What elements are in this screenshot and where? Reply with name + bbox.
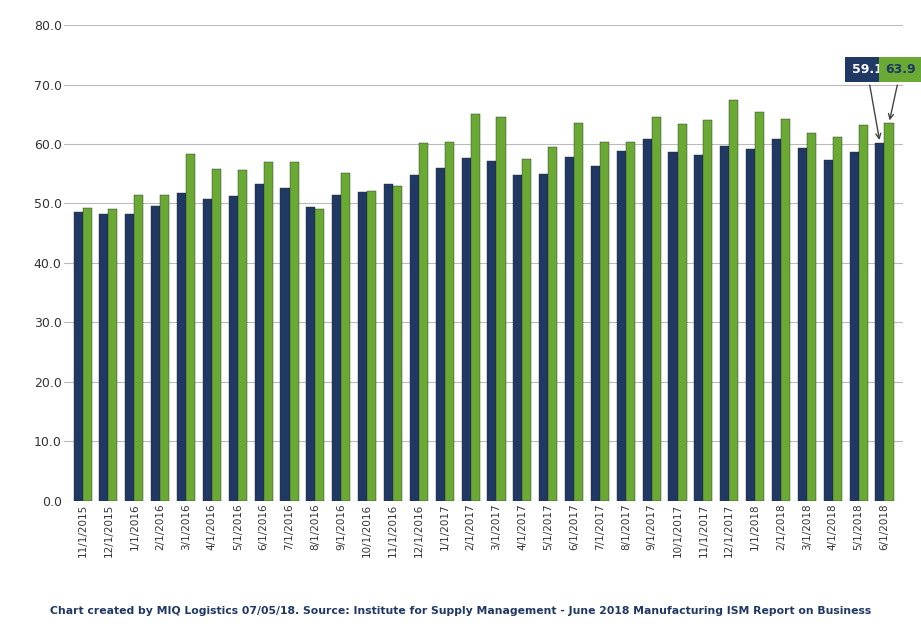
Bar <box>332 195 342 501</box>
Bar <box>109 210 118 501</box>
Text: Chart created by MIQ Logistics 07/05/18. Source: Institute for Supply Management: Chart created by MIQ Logistics 07/05/18.… <box>50 606 871 616</box>
Bar <box>643 139 652 501</box>
Bar <box>125 214 134 501</box>
Bar <box>419 143 428 501</box>
Bar <box>436 168 445 501</box>
Bar <box>263 162 273 501</box>
Bar <box>496 117 506 501</box>
Bar <box>212 169 221 501</box>
Bar <box>704 120 713 501</box>
Bar <box>254 185 263 501</box>
Bar <box>342 173 350 501</box>
Bar <box>99 214 109 501</box>
Bar <box>151 207 160 501</box>
Bar <box>367 191 376 501</box>
Bar <box>876 143 884 501</box>
Bar <box>669 151 678 501</box>
Bar <box>652 116 660 501</box>
Bar <box>807 133 816 501</box>
Bar <box>833 137 842 501</box>
Bar <box>849 151 858 501</box>
Bar <box>228 196 238 501</box>
Bar <box>393 186 402 501</box>
Bar <box>445 141 454 501</box>
Bar <box>384 185 393 501</box>
Bar <box>461 158 471 501</box>
Bar <box>746 150 755 501</box>
Bar <box>289 162 298 501</box>
Bar <box>617 151 625 501</box>
Text: 59.1: 59.1 <box>852 63 882 138</box>
Bar <box>186 154 195 501</box>
Bar <box>238 170 247 501</box>
Bar <box>160 195 169 501</box>
Bar <box>358 192 367 501</box>
Bar <box>74 212 83 501</box>
Bar <box>678 124 686 501</box>
Bar <box>858 125 868 501</box>
Bar <box>781 119 790 501</box>
Bar <box>83 208 91 501</box>
Bar <box>548 147 557 501</box>
Bar <box>720 146 729 501</box>
Bar <box>600 141 609 501</box>
Bar <box>203 198 212 501</box>
Text: 63.9: 63.9 <box>885 63 916 119</box>
Bar <box>513 175 522 501</box>
Bar <box>487 161 496 501</box>
Bar <box>694 155 704 501</box>
Bar <box>177 193 186 501</box>
Bar <box>591 166 600 501</box>
Bar <box>625 142 635 501</box>
Bar <box>134 195 144 501</box>
Bar <box>281 188 289 501</box>
Bar <box>884 123 893 501</box>
Bar <box>772 139 781 501</box>
Bar <box>574 123 583 501</box>
Bar <box>539 174 548 501</box>
Bar <box>755 112 764 501</box>
Bar <box>307 207 315 501</box>
Bar <box>565 157 574 501</box>
Bar <box>471 114 480 501</box>
Bar <box>410 175 419 501</box>
Bar <box>798 148 807 501</box>
Bar <box>823 160 833 501</box>
Bar <box>315 209 324 501</box>
Bar <box>729 100 739 501</box>
Bar <box>522 159 531 501</box>
